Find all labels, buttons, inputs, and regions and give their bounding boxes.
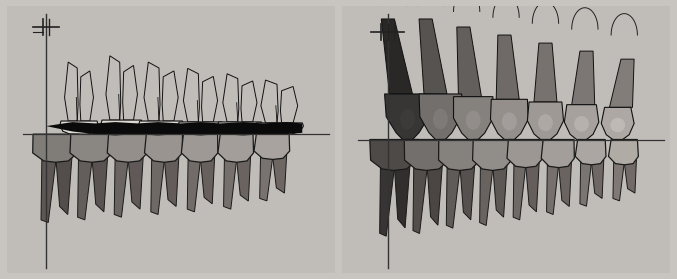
Polygon shape <box>490 99 528 141</box>
Polygon shape <box>624 160 636 193</box>
Ellipse shape <box>538 114 553 131</box>
Polygon shape <box>457 27 481 97</box>
Polygon shape <box>139 121 183 135</box>
Polygon shape <box>370 140 419 170</box>
Polygon shape <box>200 157 215 204</box>
Polygon shape <box>575 140 606 165</box>
Polygon shape <box>541 140 574 168</box>
Polygon shape <box>255 123 303 135</box>
Ellipse shape <box>502 112 517 131</box>
Polygon shape <box>381 19 412 94</box>
Polygon shape <box>439 140 481 170</box>
Polygon shape <box>56 157 72 215</box>
Polygon shape <box>144 134 182 162</box>
Polygon shape <box>479 163 493 225</box>
Polygon shape <box>496 35 519 99</box>
Polygon shape <box>41 156 56 223</box>
Polygon shape <box>419 94 462 141</box>
Polygon shape <box>592 160 604 198</box>
Polygon shape <box>46 122 303 136</box>
Polygon shape <box>188 156 200 212</box>
Polygon shape <box>571 51 594 105</box>
Polygon shape <box>601 107 634 141</box>
Polygon shape <box>454 97 493 141</box>
Polygon shape <box>559 162 571 206</box>
Polygon shape <box>493 165 507 217</box>
Polygon shape <box>32 134 79 162</box>
Polygon shape <box>395 165 410 228</box>
Polygon shape <box>507 140 543 168</box>
Polygon shape <box>218 134 253 162</box>
Polygon shape <box>237 157 250 201</box>
Polygon shape <box>101 120 142 135</box>
Ellipse shape <box>610 118 625 132</box>
Polygon shape <box>273 155 286 193</box>
Polygon shape <box>404 140 450 170</box>
Polygon shape <box>613 159 624 201</box>
Polygon shape <box>446 163 460 228</box>
Polygon shape <box>580 159 592 206</box>
Polygon shape <box>151 156 165 215</box>
Polygon shape <box>427 165 442 225</box>
Polygon shape <box>78 156 92 220</box>
Polygon shape <box>260 153 273 201</box>
Polygon shape <box>534 43 557 102</box>
Polygon shape <box>526 162 539 212</box>
Ellipse shape <box>400 109 415 129</box>
Polygon shape <box>107 134 148 162</box>
Polygon shape <box>565 105 599 141</box>
Polygon shape <box>513 161 526 220</box>
Polygon shape <box>380 163 395 236</box>
Ellipse shape <box>433 109 447 129</box>
Polygon shape <box>60 121 98 135</box>
Polygon shape <box>178 122 223 135</box>
Ellipse shape <box>574 116 589 132</box>
Polygon shape <box>70 134 114 162</box>
Polygon shape <box>254 134 290 160</box>
Polygon shape <box>181 134 218 162</box>
Polygon shape <box>413 163 427 234</box>
Polygon shape <box>460 165 475 220</box>
Polygon shape <box>114 156 128 217</box>
Polygon shape <box>609 140 638 165</box>
Polygon shape <box>546 161 559 215</box>
Polygon shape <box>419 19 447 94</box>
Polygon shape <box>92 157 108 212</box>
Ellipse shape <box>466 110 481 130</box>
Polygon shape <box>609 59 634 107</box>
Polygon shape <box>527 102 563 141</box>
Polygon shape <box>223 156 237 209</box>
Polygon shape <box>165 157 179 206</box>
Polygon shape <box>128 157 144 209</box>
Polygon shape <box>217 122 262 135</box>
Polygon shape <box>385 94 431 141</box>
Polygon shape <box>473 140 512 170</box>
